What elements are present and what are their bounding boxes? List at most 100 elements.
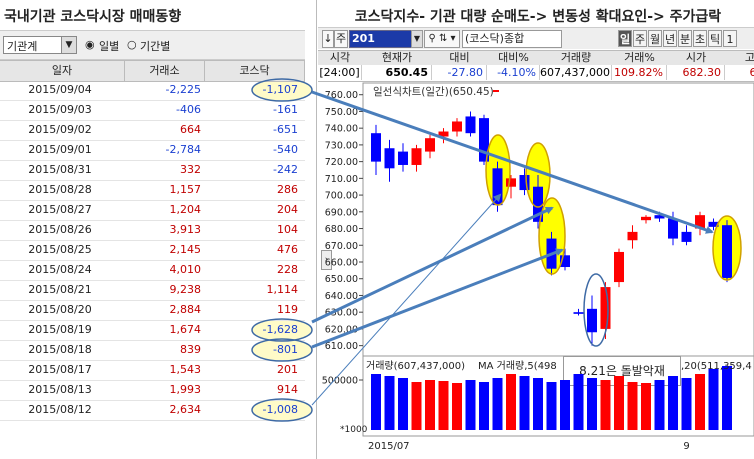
date-cell: 2015/08/19 (28, 323, 92, 336)
volume-bar (479, 382, 489, 430)
date-cell: 2015/08/17 (28, 363, 92, 376)
y-tick-label: 640.00 (325, 291, 358, 302)
candle-body (668, 218, 678, 239)
volume-bar (600, 380, 611, 430)
table-row: 2015/08/19 1,674 -1,628 (0, 320, 305, 341)
candle-body (614, 251, 624, 283)
period-button[interactable]: 틱 (708, 30, 722, 47)
table-row: 2015/08/17 1,543 201 (0, 360, 305, 381)
candle-body (398, 151, 408, 165)
y-tick-label: 760.00 (325, 90, 358, 101)
candle-body (681, 231, 692, 242)
volume-bar (438, 381, 449, 430)
candle-body (371, 133, 381, 162)
candle-body (438, 131, 449, 137)
candle-body (722, 225, 732, 278)
volume-bar (708, 369, 719, 430)
period-button[interactable]: 분 (678, 30, 692, 47)
date-cell: 2015/08/12 (28, 403, 92, 416)
dropdown-arrow[interactable]: ▼ (411, 30, 423, 48)
volume-bar (371, 374, 381, 430)
y-tick-label: 620.00 (325, 324, 358, 335)
value-cell: 4,010 (169, 263, 202, 276)
candle-body (411, 148, 422, 165)
candle-body (425, 138, 435, 152)
highlight (252, 339, 312, 361)
volume-bar (533, 378, 543, 430)
select-text: 기관계 (7, 40, 38, 53)
period-button[interactable]: 일 (618, 30, 632, 47)
table-row: 2015/08/28 1,157 286 (0, 180, 305, 201)
info-value: 682.30 (667, 65, 725, 80)
toolbar-button[interactable]: 주 (334, 30, 348, 48)
date-cell: 2015/09/03 (28, 103, 92, 116)
volume-bar (452, 383, 462, 430)
volume-bar (573, 374, 584, 430)
volume-bar (398, 378, 408, 430)
ellipse-group (251, 78, 742, 422)
control-bar: 기관계 ▼ ◉ 일별 ○ 기간별 (0, 30, 305, 60)
sort-button[interactable]: ↓ (322, 30, 334, 48)
value-cell: 201 (277, 363, 298, 376)
ellipse (485, 134, 511, 206)
volume-bar (506, 374, 516, 430)
ellipse (251, 78, 313, 102)
y-tick-label: 700.00 (325, 191, 358, 202)
y-tick-label: 680.00 (325, 224, 358, 235)
highlight (526, 143, 550, 207)
value-cell: 228 (277, 263, 298, 276)
table-row: 2015/08/21 9,238 1,114 (0, 280, 305, 301)
volume-bar (681, 378, 692, 430)
candle-body (627, 231, 638, 241)
value-cell: 2,884 (169, 303, 202, 316)
divider (316, 0, 317, 459)
x-tick-label: 2015/07 (368, 441, 410, 452)
candle-body (641, 216, 651, 221)
volume-label: 거래량(607,437,000) (366, 360, 465, 372)
period-button[interactable]: 년 (663, 30, 677, 47)
candle-body (573, 312, 584, 314)
date-cell: 2015/08/26 (28, 223, 92, 236)
radio-label: 일별 (99, 40, 120, 53)
y-tick-label: 730.00 (325, 140, 358, 151)
name-input[interactable]: (코스닥)종합 (462, 30, 562, 48)
value-cell: 476 (277, 243, 298, 256)
period-button[interactable]: 월 (648, 30, 662, 47)
code-input[interactable]: 201 (349, 30, 413, 48)
volume-bar (668, 376, 678, 430)
candle-body (519, 175, 530, 191)
highlight (252, 319, 312, 341)
info-header: 시가 (667, 51, 726, 65)
candle-body (600, 287, 611, 329)
value-cell: 1,543 (169, 363, 202, 376)
scroll-button[interactable]: › (321, 250, 332, 270)
period-button[interactable]: 1 (723, 30, 737, 47)
period-button[interactable]: 주 (633, 30, 647, 47)
value-cell: 1,157 (169, 183, 202, 196)
value-cell: -1,008 (262, 403, 298, 416)
candle-body (479, 118, 489, 162)
ellipse (712, 215, 742, 281)
radio-off[interactable]: ○ (127, 38, 137, 51)
table-row: 2015/08/20 2,884 119 (0, 300, 305, 321)
ma-label: MA 거래량,5(498 (478, 360, 557, 372)
select-box[interactable]: 기관계 ▼ (3, 36, 77, 54)
date-cell: 2015/08/31 (28, 163, 92, 176)
value-cell: -242 (273, 163, 298, 176)
value-cell: 332 (180, 163, 201, 176)
y-tick-label: 650.00 (325, 274, 358, 285)
ellipse (251, 398, 313, 422)
tool-icons[interactable]: ⚲ ⇅ ▾ (424, 30, 460, 48)
candle-body (506, 178, 516, 187)
volume-bar (546, 382, 557, 430)
y-tick-label: 630.00 (325, 308, 358, 319)
date-cell: 2015/09/01 (28, 143, 92, 156)
y-tick-label: 670.00 (325, 241, 358, 252)
table-row: 2015/09/02 664 -651 (0, 120, 305, 141)
radio-on[interactable]: ◉ (85, 38, 95, 51)
x-tick-label: 9 (683, 441, 689, 452)
value-cell: -2,225 (165, 83, 201, 96)
info-header: 거래% (612, 51, 668, 65)
period-button[interactable]: 초 (693, 30, 707, 47)
info-value: [24:00] (318, 65, 362, 80)
